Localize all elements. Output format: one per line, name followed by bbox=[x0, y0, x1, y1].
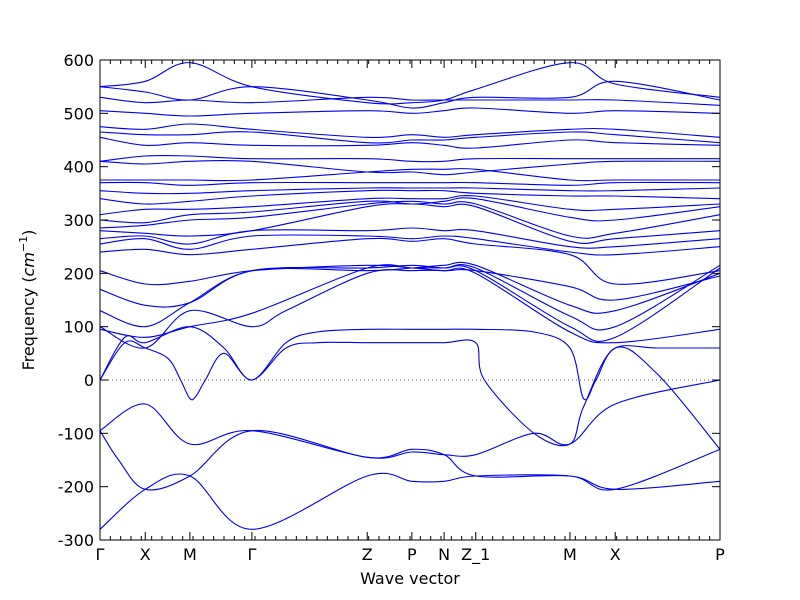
y-tick-label: 100 bbox=[63, 318, 94, 337]
band-line-2 bbox=[99, 429, 721, 491]
band-line-20 bbox=[99, 181, 721, 186]
band-line-1 bbox=[99, 472, 721, 530]
band-line-17 bbox=[99, 195, 721, 216]
kpoint-label: X bbox=[140, 545, 151, 564]
y-axis-label-suffix: ) bbox=[19, 230, 38, 236]
band-line-29 bbox=[99, 80, 721, 109]
y-tick-label: 0 bbox=[84, 371, 94, 390]
kpoint-label: X bbox=[610, 545, 621, 564]
band-line-3 bbox=[99, 379, 721, 459]
kpoint-label: M bbox=[563, 545, 577, 564]
kpoint-label: P bbox=[407, 545, 417, 564]
kpoint-label: Z_1 bbox=[461, 545, 490, 565]
plot-background bbox=[100, 60, 720, 540]
y-tick-label: 500 bbox=[63, 104, 94, 123]
band-line-19 bbox=[99, 187, 721, 195]
kpoint-label: N bbox=[438, 545, 450, 564]
band-line-25 bbox=[99, 131, 721, 144]
band-line-18 bbox=[99, 189, 721, 205]
y-tick-label: 300 bbox=[63, 211, 94, 230]
ticks-layer bbox=[99, 59, 721, 541]
band-line-16 bbox=[99, 197, 721, 224]
bands-layer bbox=[99, 62, 721, 530]
y-tick-label: -200 bbox=[58, 478, 94, 497]
band-line-13 bbox=[99, 227, 721, 249]
y-axis-label-prefix: Frequency ( bbox=[19, 276, 38, 370]
y-axis-label-unit: cm bbox=[19, 252, 38, 276]
kpoint-label: Γ bbox=[96, 545, 105, 564]
band-line-26 bbox=[99, 123, 721, 139]
band-line-11 bbox=[99, 237, 721, 285]
band-line-24 bbox=[99, 136, 721, 149]
labels-layer: -300 -200 -100 0 100 200 300 400 500 600 Γ X M Γ Z P N Z_… bbox=[58, 51, 725, 565]
y-tick-label: 400 bbox=[63, 158, 94, 177]
band-line-8 bbox=[99, 264, 721, 331]
kpoint-label: P bbox=[715, 545, 725, 564]
y-tick-label: 200 bbox=[63, 264, 94, 283]
band-line-21 bbox=[100, 168, 720, 182]
band-line-10 bbox=[99, 264, 721, 301]
y-tick-label: 600 bbox=[63, 51, 94, 70]
band-line-23 bbox=[99, 154, 720, 163]
band-line-22 bbox=[99, 159, 721, 176]
kpoint-label: Z bbox=[362, 545, 373, 564]
y-axis-label: Frequency (cm−1) bbox=[17, 230, 38, 371]
y-axis-label-unit-exponent: −1 bbox=[17, 236, 30, 252]
y-tick-label: -100 bbox=[58, 424, 94, 443]
band-line-30 bbox=[99, 62, 721, 105]
x-axis-label: Wave vector bbox=[360, 569, 460, 588]
band-line-27 bbox=[99, 107, 721, 117]
band-line-12 bbox=[99, 234, 721, 256]
y-tick-label: -300 bbox=[58, 531, 94, 550]
kpoint-label: M bbox=[183, 545, 197, 564]
band-line-6 bbox=[99, 267, 721, 349]
plot-frame bbox=[99, 59, 721, 541]
band-line-4 bbox=[99, 339, 721, 450]
band-line-15 bbox=[99, 200, 721, 239]
kpoint-label: Γ bbox=[247, 545, 256, 564]
